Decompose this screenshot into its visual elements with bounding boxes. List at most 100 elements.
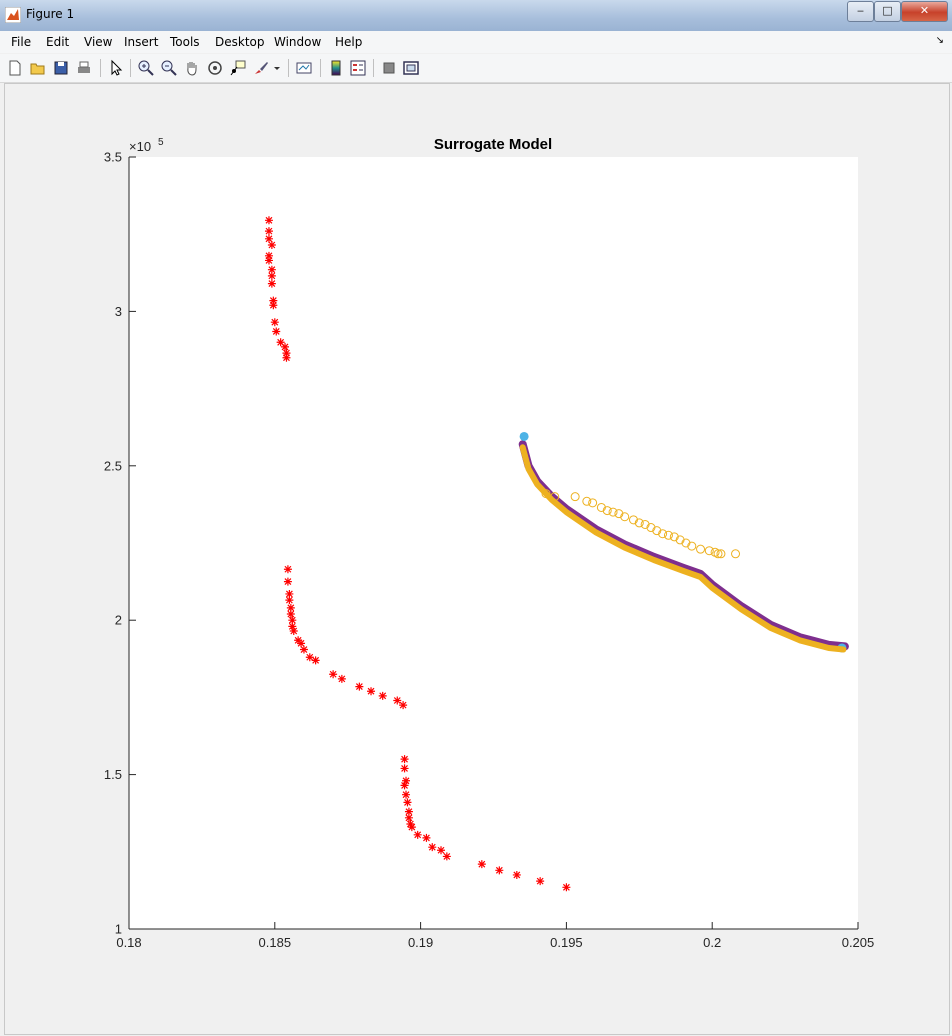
data-point [588, 498, 598, 508]
data-point [658, 529, 668, 539]
rotate-3d-icon[interactable] [206, 59, 224, 77]
data-point [681, 538, 691, 548]
data-point [305, 653, 314, 662]
data-point [264, 227, 273, 236]
data-point [403, 798, 412, 807]
print-icon[interactable] [75, 59, 93, 77]
menu-bar: File Edit View Insert Tools Desktop Wind… [0, 31, 952, 53]
data-point [570, 492, 580, 502]
maximize-button[interactable]: □ [874, 1, 901, 22]
toolbar-separator [320, 59, 321, 77]
colorbar-icon[interactable] [327, 59, 345, 77]
data-point [437, 846, 446, 855]
minimize-button[interactable]: ‒ [847, 1, 874, 22]
y-tick-label: 2 [115, 613, 122, 628]
menu-help[interactable]: Help [335, 35, 363, 49]
data-point [646, 523, 656, 533]
window-titlebar: Figure 1 ‒ □ ✕ [0, 0, 952, 32]
plot-area [129, 157, 858, 929]
y-tick-label: 1.5 [104, 767, 122, 782]
data-point [716, 549, 726, 559]
figure-canvas: Surrogate Model 0.18 0.185 0.19 0.195 0.2 0.2… [4, 83, 950, 1035]
data-point [282, 349, 291, 358]
data-cursor-icon[interactable] [229, 59, 247, 77]
data-point [407, 823, 416, 832]
brush-dropdown-icon[interactable] [272, 59, 282, 77]
data-point [267, 271, 276, 280]
data-point [713, 549, 723, 559]
data-point [696, 544, 706, 554]
new-figure-icon[interactable] [6, 59, 24, 77]
data-point [731, 549, 741, 559]
series-line [519, 444, 847, 653]
hide-plot-tools-icon[interactable] [380, 59, 398, 77]
pan-icon[interactable] [183, 59, 201, 77]
zoom-in-icon[interactable] [137, 59, 155, 77]
data-point [620, 512, 630, 522]
data-point [267, 241, 276, 250]
data-point [406, 820, 415, 829]
data-point [519, 431, 529, 441]
data-point [512, 870, 521, 879]
data-point [422, 833, 431, 842]
data-point [536, 877, 545, 886]
data-point [602, 506, 612, 516]
series-0 [264, 216, 571, 892]
data-point [283, 565, 292, 574]
data-point [337, 674, 346, 683]
toolbar-separator [373, 59, 374, 77]
data-point [400, 755, 409, 764]
pointer-icon[interactable] [107, 59, 125, 77]
data-point [404, 807, 413, 816]
data-point [378, 691, 387, 700]
data-point [285, 596, 294, 605]
data-point [596, 502, 606, 512]
data-point [311, 656, 320, 665]
close-button[interactable]: ✕ [901, 1, 948, 22]
menu-view[interactable]: View [84, 35, 113, 49]
menu-file[interactable]: File [11, 35, 32, 49]
brush-icon[interactable] [252, 59, 270, 77]
x-tick-label: 0.19 [408, 935, 433, 950]
window-title: Figure 1 [26, 7, 75, 21]
menu-overflow-icon[interactable]: ↘ [935, 35, 944, 46]
open-file-icon[interactable] [29, 59, 47, 77]
data-point [299, 645, 308, 654]
data-point [355, 682, 364, 691]
data-marks [264, 216, 849, 892]
data-point [669, 532, 679, 542]
data-point [264, 256, 273, 265]
save-icon[interactable] [52, 59, 70, 77]
x-tick-label: 0.18 [116, 935, 141, 950]
toolbar-separator [288, 59, 289, 77]
data-point [404, 813, 413, 822]
chart-title: Surrogate Model [434, 136, 552, 153]
axes: 0.18 0.185 0.19 0.195 0.2 0.205 1 1.5 2 2.5 3 3.5 ×1… [104, 137, 874, 950]
figure-toolbar [0, 54, 952, 83]
data-point [286, 610, 295, 619]
data-point [541, 489, 551, 499]
data-point [428, 843, 437, 852]
data-point [288, 622, 297, 631]
matlab-logo-icon [5, 7, 21, 23]
x-tick-label: 0.195 [550, 935, 583, 950]
legend-icon[interactable] [349, 59, 367, 77]
link-plot-icon[interactable] [295, 59, 313, 77]
menu-edit[interactable]: Edit [46, 35, 70, 49]
toolbar-separator [130, 59, 131, 77]
data-point [442, 852, 451, 861]
menu-insert[interactable]: Insert [124, 35, 159, 49]
menu-window[interactable]: Window [274, 35, 322, 49]
menu-desktop[interactable]: Desktop [215, 35, 265, 49]
data-point [495, 866, 504, 875]
data-point [264, 251, 273, 260]
data-point [267, 279, 276, 288]
menu-tools[interactable]: Tools [170, 35, 200, 49]
data-point [675, 535, 685, 545]
show-plot-tools-icon[interactable] [402, 59, 420, 77]
chart[interactable]: Surrogate Model 0.18 0.185 0.19 0.195 0.2 0.2… [5, 84, 949, 1034]
x-tick-label: 0.205 [842, 935, 875, 950]
zoom-out-icon[interactable] [160, 59, 178, 77]
data-point [550, 492, 560, 502]
data-point [652, 526, 662, 536]
